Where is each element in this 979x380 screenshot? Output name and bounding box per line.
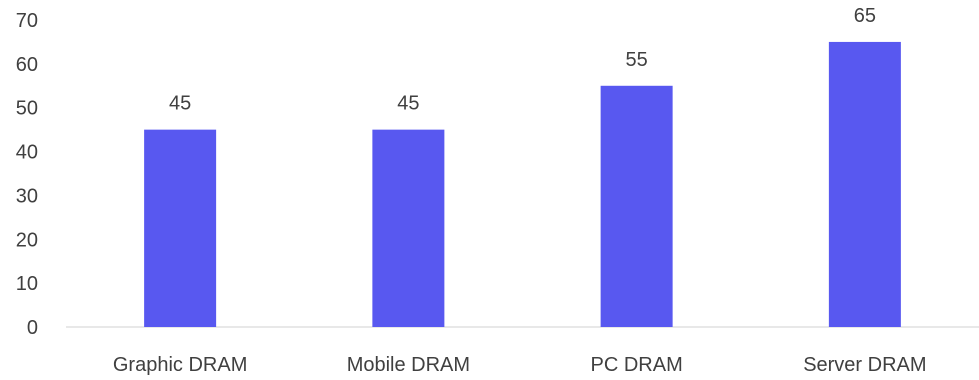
x-tick-label: Server DRAM <box>803 354 926 376</box>
y-tick-label: 70 <box>16 10 38 32</box>
data-label: 45 <box>169 93 191 115</box>
y-tick-label: 0 <box>27 317 38 339</box>
y-tick-label: 10 <box>16 273 38 295</box>
bar <box>144 129 217 327</box>
x-tick-label: Mobile DRAM <box>347 354 470 376</box>
y-axis-ticks: 0 10 20 30 40 50 60 70 <box>16 10 38 339</box>
bar <box>372 129 445 327</box>
data-label: 65 <box>854 5 876 27</box>
bar <box>828 41 901 328</box>
x-tick-label: PC DRAM <box>591 354 683 376</box>
bar <box>600 85 673 328</box>
data-labels: 45 45 55 65 <box>169 5 876 115</box>
data-label: 55 <box>626 49 648 71</box>
y-tick-label: 20 <box>16 229 38 251</box>
x-tick-label: Graphic DRAM <box>113 354 247 376</box>
y-tick-label: 50 <box>16 98 38 120</box>
bars <box>144 41 901 328</box>
category-labels: Graphic DRAM Mobile DRAM PC DRAM Server DRA… <box>113 354 927 376</box>
data-label: 45 <box>397 93 419 115</box>
y-tick-label: 30 <box>16 185 38 207</box>
y-tick-label: 60 <box>16 54 38 76</box>
y-tick-label: 40 <box>16 142 38 164</box>
